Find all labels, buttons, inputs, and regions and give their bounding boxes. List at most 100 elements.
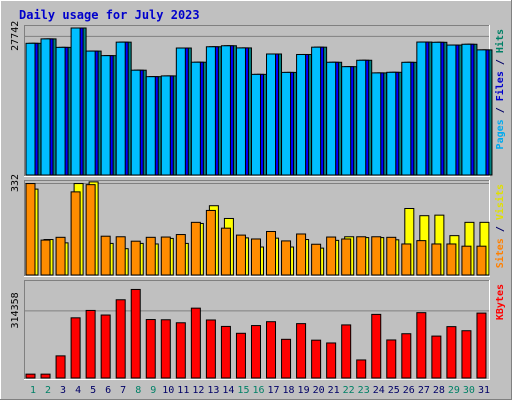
x-tick-label-25: 25 <box>388 385 400 396</box>
visits-panel-legend: Sites / Visits <box>494 184 506 268</box>
x-tick-label-11: 11 <box>177 385 189 396</box>
x-tick-label-12: 12 <box>192 385 204 396</box>
kbytes-panel-kbytes-bar-25 <box>386 339 397 379</box>
visits-panel-sites-bar-9 <box>145 236 156 276</box>
visits-panel-sites-bar-17 <box>266 230 277 276</box>
visits-panel-sites-bar-27 <box>416 240 427 276</box>
kbytes-panel-kbytes-bar-23 <box>356 359 367 379</box>
visits-panel-sites-bar-8 <box>130 240 141 276</box>
kbytes-panel-kbytes-bar-31 <box>476 312 487 379</box>
x-tick-label-6: 6 <box>105 385 111 396</box>
visits-panel-legend-item-2: Visits <box>494 184 506 220</box>
hits-panel-pages-bar-29 <box>446 44 457 176</box>
hits-panel-max-label: 27742 <box>10 21 21 51</box>
hits-panel-pages-bar-25 <box>386 71 397 176</box>
hits-panel-pages-bar-5 <box>85 50 96 176</box>
hits-panel-pages-bar-2 <box>40 38 51 176</box>
kbytes-panel-kbytes-bar-14 <box>220 325 231 379</box>
hits-panel-legend-item-0: Pages <box>495 119 506 149</box>
hits-panel-pages-bar-15 <box>235 47 246 176</box>
kbytes-panel-kbytes-bar-3 <box>55 355 66 379</box>
hits-panel-pages-bar-30 <box>461 43 472 176</box>
kbytes-panel-kbytes-bar-24 <box>371 313 382 379</box>
kbytes-panel-kbytes-bar-17 <box>266 321 277 379</box>
visits-panel-sites-bar-6 <box>100 235 111 276</box>
visits-panel: 332 Sites / Visits <box>10 174 506 277</box>
visits-panel-sites-bar-12 <box>190 221 201 276</box>
visits-panel-sites-bar-23 <box>356 236 367 276</box>
hits-panel-pages-bar-22 <box>341 66 352 176</box>
kbytes-panel-kbytes-bar-26 <box>401 333 412 379</box>
x-tick-label-14: 14 <box>222 385 234 396</box>
visits-panel-legend-item-1: / <box>495 220 506 238</box>
x-tick-label-18: 18 <box>283 385 295 396</box>
x-tick-label-4: 4 <box>75 385 81 396</box>
kbytes-panel-kbytes-bar-12 <box>190 307 201 379</box>
visits-panel-sites-bar-29 <box>446 243 457 276</box>
x-tick-label-30: 30 <box>463 385 475 396</box>
visits-panel-sites-bar-7 <box>115 236 126 276</box>
kbytes-panel-kbytes-bar-30 <box>461 330 472 379</box>
hits-panel-pages-bar-4 <box>70 27 81 176</box>
x-tick-label-7: 7 <box>120 385 126 396</box>
hits-panel-legend-item-2: Files <box>494 71 506 101</box>
hits-panel-pages-bar-13 <box>205 46 216 176</box>
hits-panel-pages-bar-3 <box>55 46 66 176</box>
hits-panel-pages-bar-10 <box>160 75 171 176</box>
x-tick-label-26: 26 <box>403 385 415 396</box>
visits-panel-sites-bar-18 <box>281 240 292 276</box>
x-tick-label-8: 8 <box>135 385 141 396</box>
kbytes-panel-kbytes-bar-2 <box>40 373 51 379</box>
visits-panel-sites-bar-25 <box>386 236 397 276</box>
kbytes-panel-kbytes-bar-18 <box>281 338 292 379</box>
kbytes-panel-kbytes-bar-8 <box>130 288 141 379</box>
visits-panel-legend-item-0: Sites <box>494 238 506 268</box>
kbytes-panel-kbytes-bar-11 <box>175 322 186 379</box>
visits-panel-sites-bar-20 <box>311 243 322 276</box>
hits-panel-legend: Pages / Files / Hits <box>494 29 506 149</box>
hits-panel-pages-bar-9 <box>145 76 156 176</box>
x-tick-label-29: 29 <box>448 385 460 396</box>
kbytes-panel-legend-item-0: KBytes <box>495 284 506 320</box>
x-tick-label-9: 9 <box>150 385 156 396</box>
hits-panel-pages-bar-8 <box>130 69 141 176</box>
hits-panel-legend-item-1: / <box>495 101 506 119</box>
x-tick-label-22: 22 <box>343 385 355 396</box>
kbytes-panel-kbytes-bar-20 <box>311 339 322 379</box>
hits-panel: 27742 Pages / Files / Hits <box>10 21 506 177</box>
visits-panel-sites-bar-21 <box>326 236 337 276</box>
visits-panel-sites-bar-19 <box>296 233 307 276</box>
hits-panel-legend-item-3: / <box>495 53 506 71</box>
x-tick-label-1: 1 <box>30 385 36 396</box>
hits-panel-pages-bar-27 <box>416 41 427 176</box>
x-tick-label-24: 24 <box>373 385 385 396</box>
kbytes-panel-kbytes-bar-28 <box>431 335 442 379</box>
x-tick-label-19: 19 <box>298 385 310 396</box>
kbytes-panel-kbytes-bar-19 <box>296 323 307 379</box>
hits-panel-pages-bar-6 <box>100 55 111 176</box>
kbytes-panel-kbytes-bar-4 <box>70 317 81 379</box>
visits-panel-sites-bar-5 <box>85 184 96 276</box>
visits-panel-sites-bar-28 <box>431 243 442 276</box>
kbytes-panel-kbytes-bar-15 <box>235 332 246 379</box>
kbytes-panel-kbytes-bar-7 <box>115 299 126 379</box>
x-tick-label-27: 27 <box>418 385 430 396</box>
x-tick-label-23: 23 <box>358 385 370 396</box>
visits-panel-sites-bar-11 <box>175 234 186 276</box>
x-tick-label-21: 21 <box>328 385 340 396</box>
x-tick-label-16: 16 <box>252 385 264 396</box>
visits-panel-sites-bar-2 <box>40 239 51 276</box>
x-tick-label-17: 17 <box>267 385 279 396</box>
x-axis-labels: 1 2 3 4 5 6 7 8 9 10 11 12 13 14 15 16 17 18 19 20 21 22 23 24 2… <box>30 385 490 396</box>
hits-panel-pages-bar-12 <box>190 61 201 176</box>
visits-panel-sites-bar-15 <box>235 234 246 276</box>
x-tick-label-28: 28 <box>433 385 445 396</box>
visits-panel-sites-bar-4 <box>70 191 81 276</box>
kbytes-panel: 314358 KBytes <box>10 280 506 380</box>
kbytes-panel-kbytes-bar-21 <box>326 342 337 379</box>
x-tick-label-5: 5 <box>90 385 96 396</box>
kbytes-panel-kbytes-bar-16 <box>250 325 261 379</box>
visits-panel-sites-bar-16 <box>250 238 261 276</box>
hits-panel-pages-bar-31 <box>476 49 487 176</box>
